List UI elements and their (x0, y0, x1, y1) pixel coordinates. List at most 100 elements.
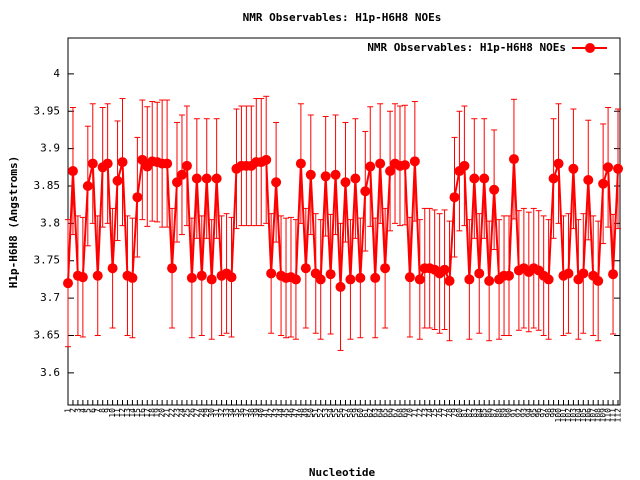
point (365, 161, 376, 172)
point (484, 275, 495, 286)
point (508, 154, 519, 165)
point (543, 274, 554, 285)
point (503, 270, 514, 281)
x-tick-label: 46 (286, 408, 295, 418)
x-tick-label: 17 (143, 408, 152, 418)
x-tick-label: 55 (331, 408, 340, 418)
y-axis-label: H1p-H6H8 (Angstroms) (7, 156, 20, 288)
x-tick-label: 65 (381, 408, 390, 418)
y-tick-label: 3.9 (40, 142, 60, 155)
x-tick-label: 70 (405, 408, 414, 418)
x-tick-label: 56 (336, 408, 345, 418)
point (271, 177, 282, 188)
x-tick-label: 81 (460, 408, 469, 418)
point (112, 175, 123, 186)
x-tick-label: 20 (158, 408, 167, 418)
x-tick-label: 94 (524, 408, 533, 418)
point (593, 275, 604, 286)
point (568, 163, 579, 174)
point (201, 173, 212, 184)
x-tick-label: 90 (504, 408, 513, 418)
x-tick-label: 112 (614, 408, 623, 423)
point (375, 158, 386, 169)
point (330, 169, 341, 180)
x-tick-label: 44 (277, 408, 286, 418)
x-tick-label: 88 (495, 408, 504, 418)
point (479, 173, 490, 184)
x-tick-label: 95 (529, 408, 538, 418)
point (77, 272, 88, 283)
x-tick-label: 101 (559, 408, 568, 423)
point (162, 158, 173, 169)
x-tick-label: 97 (539, 408, 548, 418)
y-tick-label: 3.95 (34, 104, 61, 117)
point (127, 272, 138, 283)
x-tick-label: 7 (93, 408, 102, 413)
x-tick-label: 12 (118, 408, 127, 418)
point (196, 270, 207, 281)
point (370, 272, 381, 283)
x-tick-label: 33 (222, 408, 231, 418)
x-tick-label: 16 (138, 408, 147, 418)
x-tick-label: 39 (252, 408, 261, 418)
x-tick-label: 50 (306, 408, 315, 418)
x-tick-label: 110 (604, 408, 613, 423)
point (583, 175, 594, 186)
legend-marker (585, 43, 595, 53)
x-tick-label: 111 (609, 408, 618, 423)
x-axis-label: Nucleotide (309, 466, 376, 479)
x-tick-label: 64 (376, 408, 385, 418)
point (206, 274, 217, 285)
x-tick-label: 100 (554, 408, 563, 423)
point (305, 169, 316, 180)
x-tick-label: 1 (64, 408, 73, 413)
x-tick-label: 103 (569, 408, 578, 423)
x-tick-label: 69 (400, 408, 409, 418)
x-tick-label: 49 (301, 408, 310, 418)
point (92, 270, 103, 281)
point (385, 166, 396, 177)
point (63, 278, 73, 289)
point (613, 163, 623, 174)
x-tick-label: 74 (425, 408, 434, 418)
point (350, 173, 361, 184)
x-tick-label: 38 (247, 408, 256, 418)
legend-label: NMR Observables: H1p-H6H8 NOEs (367, 41, 566, 54)
x-tick-label: 93 (519, 408, 528, 418)
point (553, 158, 564, 169)
x-tick-label: 106 (584, 408, 593, 423)
x-tick-label: 61 (361, 408, 370, 418)
y-tick-label: 3.7 (40, 291, 60, 304)
x-tick-label: 35 (232, 408, 241, 418)
x-tick-label: 99 (549, 408, 558, 418)
point (325, 269, 336, 280)
x-tick-label: 58 (346, 408, 355, 418)
point (211, 173, 222, 184)
point (563, 268, 574, 279)
point (132, 192, 143, 203)
x-tick-label: 60 (356, 408, 365, 418)
x-tick-label: 53 (321, 408, 330, 418)
x-tick-label: 72 (415, 408, 424, 418)
x-tick-label: 54 (326, 408, 335, 418)
x-tick-label: 84 (475, 408, 484, 418)
x-tick-label: 87 (490, 408, 499, 418)
point (82, 180, 93, 191)
x-tick-label: 85 (480, 408, 489, 418)
point (459, 160, 470, 171)
x-tick-label: 3 (73, 408, 82, 413)
x-tick-label: 48 (296, 408, 305, 418)
x-tick-label: 52 (316, 408, 325, 418)
point (489, 184, 500, 195)
x-tick-label: 47 (291, 408, 300, 418)
x-tick-label: 27 (192, 408, 201, 418)
y-tick-label: 3.85 (34, 179, 61, 192)
point (266, 268, 277, 279)
point (345, 274, 356, 285)
point (380, 263, 391, 274)
x-tick-label: 104 (574, 408, 583, 423)
point (469, 173, 480, 184)
x-tick-label: 80 (455, 408, 464, 418)
x-tick-label: 31 (212, 408, 221, 418)
